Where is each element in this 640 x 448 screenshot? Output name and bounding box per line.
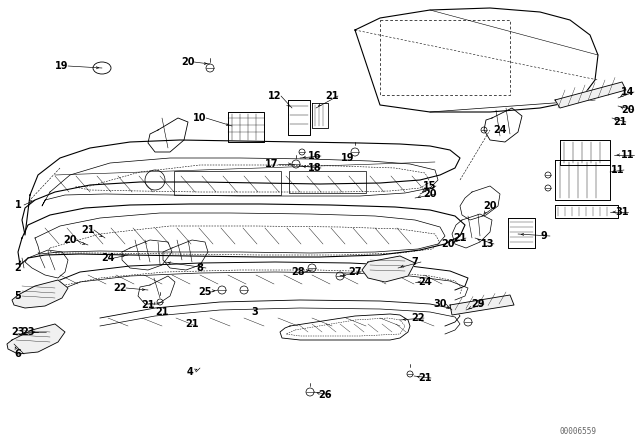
- Text: 30: 30: [433, 299, 447, 309]
- Text: 24: 24: [101, 253, 115, 263]
- Text: 19: 19: [55, 61, 68, 71]
- Text: 21: 21: [81, 225, 95, 235]
- Text: 17: 17: [265, 159, 279, 169]
- Text: 21: 21: [156, 307, 169, 317]
- Polygon shape: [555, 82, 626, 108]
- Text: 6: 6: [15, 349, 21, 359]
- Polygon shape: [450, 295, 514, 315]
- Text: 26: 26: [318, 390, 332, 400]
- Polygon shape: [12, 280, 68, 308]
- Text: 3: 3: [252, 307, 259, 317]
- Text: 20: 20: [423, 189, 436, 199]
- Text: 29: 29: [471, 299, 484, 309]
- Text: 12: 12: [268, 91, 282, 101]
- Polygon shape: [362, 256, 415, 282]
- Text: 21: 21: [185, 319, 199, 329]
- Text: 4: 4: [187, 367, 193, 377]
- Text: 21: 21: [453, 233, 467, 243]
- Text: 16: 16: [308, 151, 322, 161]
- Text: 22: 22: [113, 283, 127, 293]
- Text: 9: 9: [541, 231, 547, 241]
- Text: 24: 24: [493, 125, 507, 135]
- Text: 13: 13: [481, 239, 495, 249]
- Polygon shape: [7, 324, 65, 354]
- Text: 7: 7: [412, 257, 419, 267]
- Text: 11: 11: [621, 150, 635, 160]
- Text: 23: 23: [21, 327, 35, 337]
- Text: 1: 1: [15, 200, 21, 210]
- Text: 21: 21: [325, 91, 339, 101]
- Text: 18: 18: [308, 163, 322, 173]
- Text: 23: 23: [12, 327, 25, 337]
- Text: 10: 10: [193, 113, 207, 123]
- Text: 27: 27: [348, 267, 362, 277]
- Text: 28: 28: [291, 267, 305, 277]
- Text: 20: 20: [181, 57, 195, 67]
- Text: 24: 24: [419, 277, 432, 287]
- Text: 14: 14: [621, 87, 635, 97]
- Text: 20: 20: [441, 239, 455, 249]
- Text: 20: 20: [63, 235, 77, 245]
- Text: 20: 20: [621, 105, 635, 115]
- Text: 21: 21: [613, 117, 627, 127]
- Text: 31: 31: [615, 207, 628, 217]
- Text: 21: 21: [141, 300, 155, 310]
- Text: 21: 21: [419, 373, 432, 383]
- Text: 5: 5: [15, 291, 21, 301]
- Text: 2: 2: [15, 263, 21, 273]
- Text: 15: 15: [423, 181, 436, 191]
- Text: 11: 11: [611, 165, 625, 175]
- Text: 00006559: 00006559: [560, 427, 597, 436]
- Text: 20: 20: [483, 201, 497, 211]
- Text: 22: 22: [412, 313, 425, 323]
- Text: 19: 19: [341, 153, 355, 163]
- Text: 8: 8: [196, 263, 204, 273]
- Text: 25: 25: [198, 287, 212, 297]
